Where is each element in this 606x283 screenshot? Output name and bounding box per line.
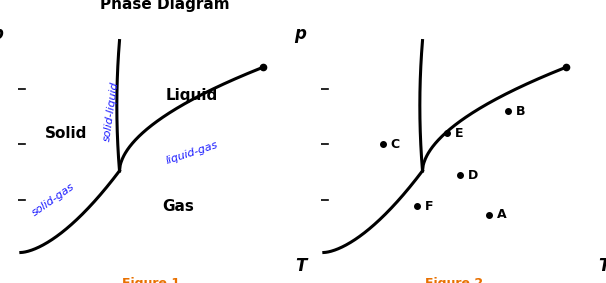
Text: Figure 1: Figure 1 — [122, 277, 181, 283]
Text: T: T — [598, 257, 606, 275]
Text: E: E — [454, 127, 463, 140]
Text: Solid: Solid — [45, 126, 87, 141]
Text: C: C — [390, 138, 399, 151]
Text: solid-gas: solid-gas — [30, 181, 76, 218]
Text: D: D — [468, 169, 478, 182]
Text: liquid-gas: liquid-gas — [164, 140, 219, 166]
Text: A: A — [497, 209, 507, 222]
Text: Figure 2: Figure 2 — [425, 277, 484, 283]
Text: Liquid: Liquid — [165, 88, 218, 103]
Text: p: p — [294, 25, 306, 43]
Text: Phase Diagram: Phase Diagram — [100, 0, 230, 12]
Text: Gas: Gas — [162, 199, 194, 214]
Text: T: T — [295, 257, 307, 275]
Text: solid-liquid: solid-liquid — [102, 81, 121, 142]
Text: F: F — [425, 200, 434, 213]
Text: p: p — [0, 25, 3, 43]
Text: B: B — [516, 105, 525, 118]
